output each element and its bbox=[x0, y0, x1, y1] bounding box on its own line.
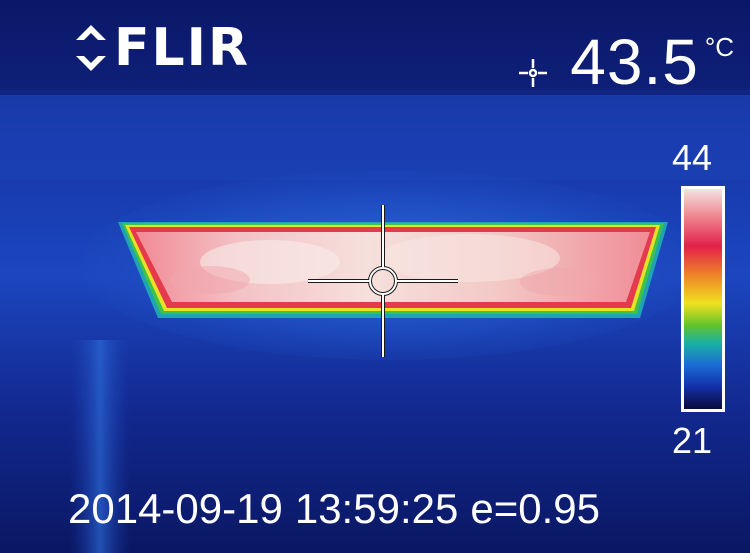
temperature-value: 43.5 bbox=[570, 26, 699, 98]
capture-time: 13:59:25 bbox=[294, 485, 459, 532]
scale-min-label: 21 bbox=[671, 420, 713, 461]
capture-date: 2014-09-19 bbox=[68, 485, 283, 532]
flir-logo: FLIR bbox=[74, 22, 250, 74]
temperature-unit: °C bbox=[704, 32, 734, 62]
crosshair-plus-icon bbox=[519, 59, 548, 87]
capture-info: 2014-09-19 13:59:25 e=0.95 bbox=[68, 488, 600, 530]
spot-meter-reticle-icon bbox=[308, 205, 458, 357]
color-scale-bar bbox=[681, 186, 725, 412]
flir-chevron-logo-icon bbox=[76, 25, 106, 71]
scale-max-label: 44 bbox=[671, 137, 713, 178]
spot-temperature-readout: 43.5 °C bbox=[518, 30, 734, 94]
emissivity-value: e=0.95 bbox=[470, 485, 600, 532]
brand-name: FLIR bbox=[114, 18, 251, 78]
